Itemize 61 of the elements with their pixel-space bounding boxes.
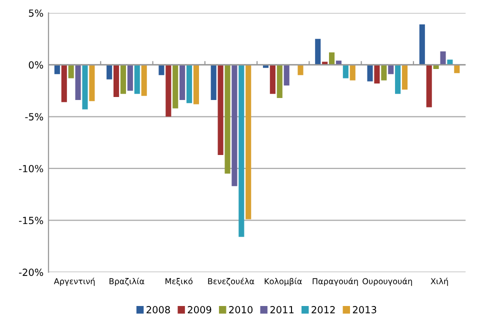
x-tick-label: Μεξικό: [166, 278, 192, 286]
y-tick-label: -15%: [19, 216, 44, 224]
bar: [246, 64, 252, 220]
x-tick-label: Βραζιλία: [110, 278, 144, 286]
bar: [374, 64, 380, 84]
bar: [329, 52, 335, 65]
bar: [68, 64, 74, 78]
bar: [75, 64, 81, 100]
bar: [172, 64, 178, 108]
bar: [350, 64, 356, 80]
bar: [89, 64, 95, 102]
legend-label: 2013: [352, 306, 376, 314]
bar: [298, 64, 304, 76]
y-tick-label: 5%: [28, 9, 44, 17]
bar: [224, 64, 230, 174]
x-tick-label: Ουρουγουάη: [362, 278, 412, 286]
bar: [193, 64, 200, 104]
bar: [106, 64, 112, 80]
bar: [134, 64, 140, 94]
bar: [342, 64, 348, 78]
legend-label: 2012: [312, 306, 335, 314]
bar: [232, 64, 238, 186]
y-tick-label: -10%: [19, 164, 44, 172]
x-tick-label: Αργεντινή: [54, 278, 95, 286]
bar: [114, 64, 120, 97]
bar: [367, 64, 373, 82]
bar: [141, 64, 147, 96]
bar: [315, 38, 321, 65]
bar: [166, 64, 172, 117]
bar: [402, 64, 408, 90]
bar: [276, 64, 282, 98]
bar: [158, 64, 164, 76]
bar: [238, 64, 244, 237]
bar: [284, 64, 290, 86]
legend-label: 2011: [270, 306, 294, 314]
y-tick-label: 0%: [28, 61, 44, 69]
bar: [61, 64, 67, 102]
bar: [180, 64, 186, 100]
bar: [388, 64, 394, 74]
bar: [82, 64, 88, 110]
legend-label: 2009: [188, 306, 212, 314]
bar: [210, 64, 216, 100]
y-tick-label: -20%: [19, 268, 44, 276]
bar: [440, 51, 446, 65]
bar: [120, 64, 126, 94]
y-tick-label: -5%: [25, 113, 44, 120]
x-tick-label: Κολομβία: [264, 278, 302, 286]
bar: [218, 64, 224, 155]
bar: [127, 64, 133, 91]
bar: [270, 64, 276, 94]
x-tick-label: Παραγουάη: [312, 278, 358, 286]
legend-label: 2010: [229, 306, 253, 314]
bar: [419, 24, 425, 65]
bar: [54, 64, 60, 74]
legend-label: 2008: [146, 306, 170, 314]
bar: [395, 64, 401, 94]
bar: [381, 64, 387, 80]
x-tick-label: Χιλή: [430, 278, 448, 286]
bar: [186, 64, 192, 104]
x-tick-label: Βενεζουέλα: [208, 278, 254, 286]
bar: [426, 64, 432, 108]
